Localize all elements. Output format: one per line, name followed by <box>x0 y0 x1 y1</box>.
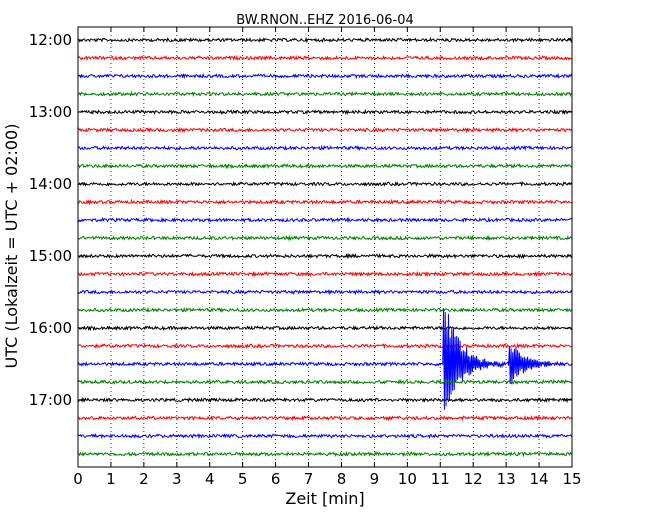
x-tick-label: 1 <box>106 470 116 488</box>
x-tick-label: 4 <box>205 470 215 488</box>
traces <box>77 36 573 458</box>
plot-frame <box>77 26 573 468</box>
x-tick-label: 0 <box>73 470 83 488</box>
trace-line <box>77 234 573 242</box>
trace-line <box>77 36 573 44</box>
trace-line <box>77 252 573 260</box>
x-tick-label: 2 <box>139 470 149 488</box>
trace-line <box>77 163 573 170</box>
x-tick-label: 12 <box>464 470 483 488</box>
y-tick-label: 16:00 <box>29 319 72 337</box>
x-axis-label: Zeit [min] <box>285 489 364 508</box>
x-tick-label: 13 <box>497 470 516 488</box>
trace-line <box>77 396 573 404</box>
x-tick-label: 11 <box>431 470 450 488</box>
x-tick-label: 8 <box>337 470 347 488</box>
trace-line <box>77 270 573 278</box>
trace-line <box>77 72 573 80</box>
y-tick-label: 17:00 <box>29 391 72 409</box>
y-tick-label: 15:00 <box>29 247 72 265</box>
y-axis-label: UTC (Lokalzeit = UTC + 02:00) <box>2 124 21 369</box>
trace-line <box>77 306 573 314</box>
trace-line <box>77 432 573 440</box>
trace-line <box>77 450 573 458</box>
y-tick-label: 13:00 <box>29 103 72 121</box>
trace-line <box>77 309 573 410</box>
trace-line <box>77 90 573 98</box>
x-tick-label: 6 <box>271 470 281 488</box>
y-tick-label: 14:00 <box>29 175 72 193</box>
trace-line <box>77 54 573 61</box>
trace-line <box>77 198 573 205</box>
trace-line <box>77 378 573 385</box>
y-tick-label: 12:00 <box>29 31 72 49</box>
trace-line <box>77 108 573 116</box>
axis-ticks: 0 1 2 3 4 5 6 7 8 9 10 11 12 13 14 1512:0013:0014:0015:… <box>29 27 582 488</box>
trace-line <box>77 289 573 296</box>
trace-line <box>77 325 573 332</box>
chart-title: BW.RNON..EHZ 2016-06-04 <box>236 13 414 28</box>
trace-line <box>77 342 573 350</box>
trace-line <box>77 414 573 422</box>
vertical-grid <box>110 27 540 467</box>
trace-line <box>77 180 573 188</box>
x-tick-label: 9 <box>370 470 380 488</box>
x-tick-label: 3 <box>172 470 182 488</box>
trace-line <box>77 144 573 152</box>
x-tick-label: 5 <box>238 470 248 488</box>
trace-line <box>77 216 573 224</box>
trace-line <box>77 126 573 134</box>
x-tick-label: 15 <box>562 470 581 488</box>
x-tick-label: 14 <box>530 470 549 488</box>
x-tick-label: 7 <box>304 470 314 488</box>
x-tick-label: 10 <box>398 470 417 488</box>
